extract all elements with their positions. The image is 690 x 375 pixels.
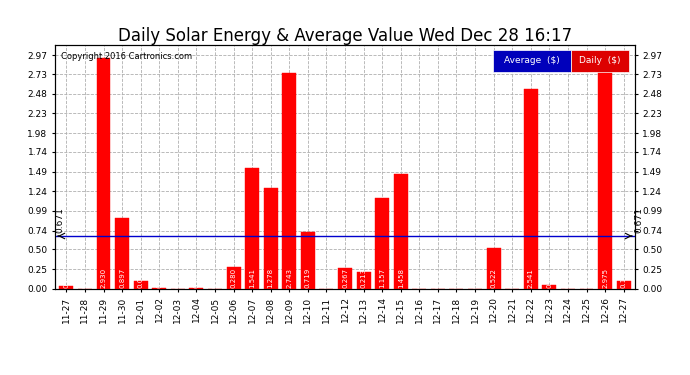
Text: 0.009: 0.009 xyxy=(193,268,199,288)
Text: 0.000: 0.000 xyxy=(435,268,441,288)
Text: 2.541: 2.541 xyxy=(528,268,534,288)
Text: 0.719: 0.719 xyxy=(305,268,311,288)
Text: Daily  ($): Daily ($) xyxy=(580,56,621,65)
Text: 1.458: 1.458 xyxy=(397,268,404,288)
Text: 0.098: 0.098 xyxy=(137,268,144,288)
Text: 0.280: 0.280 xyxy=(230,268,237,288)
Text: 2.930: 2.930 xyxy=(101,268,106,288)
Bar xyxy=(264,188,277,289)
Bar xyxy=(375,198,389,289)
Text: 0.671: 0.671 xyxy=(634,207,644,233)
Text: 2.975: 2.975 xyxy=(602,268,608,288)
Text: 0.267: 0.267 xyxy=(342,268,348,288)
Text: 0.000: 0.000 xyxy=(324,268,329,288)
Text: Average  ($): Average ($) xyxy=(504,56,560,65)
Text: 0.000: 0.000 xyxy=(82,268,88,288)
Bar xyxy=(226,267,241,289)
Bar xyxy=(394,174,408,289)
Text: 0.522: 0.522 xyxy=(491,268,497,288)
Text: 0.012: 0.012 xyxy=(156,268,162,288)
Text: 0.671: 0.671 xyxy=(56,207,65,233)
Text: 0.048: 0.048 xyxy=(546,268,553,288)
Text: 0.000: 0.000 xyxy=(416,268,422,288)
Bar xyxy=(59,286,73,289)
Text: 0.102: 0.102 xyxy=(620,268,627,288)
Bar xyxy=(357,272,371,289)
Text: 1.278: 1.278 xyxy=(268,268,274,288)
Text: 0.213: 0.213 xyxy=(361,268,366,288)
Text: 0.000: 0.000 xyxy=(584,268,589,288)
Text: Copyright 2016 Cartronics.com: Copyright 2016 Cartronics.com xyxy=(61,53,192,61)
Text: 0.000: 0.000 xyxy=(565,268,571,288)
Bar xyxy=(97,58,110,289)
Text: 0.000: 0.000 xyxy=(453,268,460,288)
Bar xyxy=(115,218,129,289)
Bar xyxy=(152,288,166,289)
Bar xyxy=(301,232,315,289)
Bar xyxy=(598,55,612,289)
Bar xyxy=(542,285,556,289)
Text: 0.897: 0.897 xyxy=(119,268,125,288)
Text: 0.000: 0.000 xyxy=(472,268,478,288)
Bar xyxy=(524,89,538,289)
Title: Daily Solar Energy & Average Value Wed Dec 28 16:17: Daily Solar Energy & Average Value Wed D… xyxy=(118,27,572,45)
Text: 0.037: 0.037 xyxy=(63,268,70,288)
Bar xyxy=(486,248,500,289)
Bar xyxy=(571,50,629,72)
Bar xyxy=(245,168,259,289)
Bar xyxy=(617,281,631,289)
Bar xyxy=(282,73,296,289)
Bar xyxy=(134,281,148,289)
Bar xyxy=(190,288,204,289)
Text: 0.000: 0.000 xyxy=(509,268,515,288)
Text: 0.000: 0.000 xyxy=(175,268,181,288)
Text: 1.541: 1.541 xyxy=(249,268,255,288)
Bar xyxy=(338,268,352,289)
Bar xyxy=(493,50,571,72)
Text: 0.000: 0.000 xyxy=(212,268,218,288)
Text: 2.743: 2.743 xyxy=(286,268,293,288)
Text: 1.157: 1.157 xyxy=(379,268,385,288)
